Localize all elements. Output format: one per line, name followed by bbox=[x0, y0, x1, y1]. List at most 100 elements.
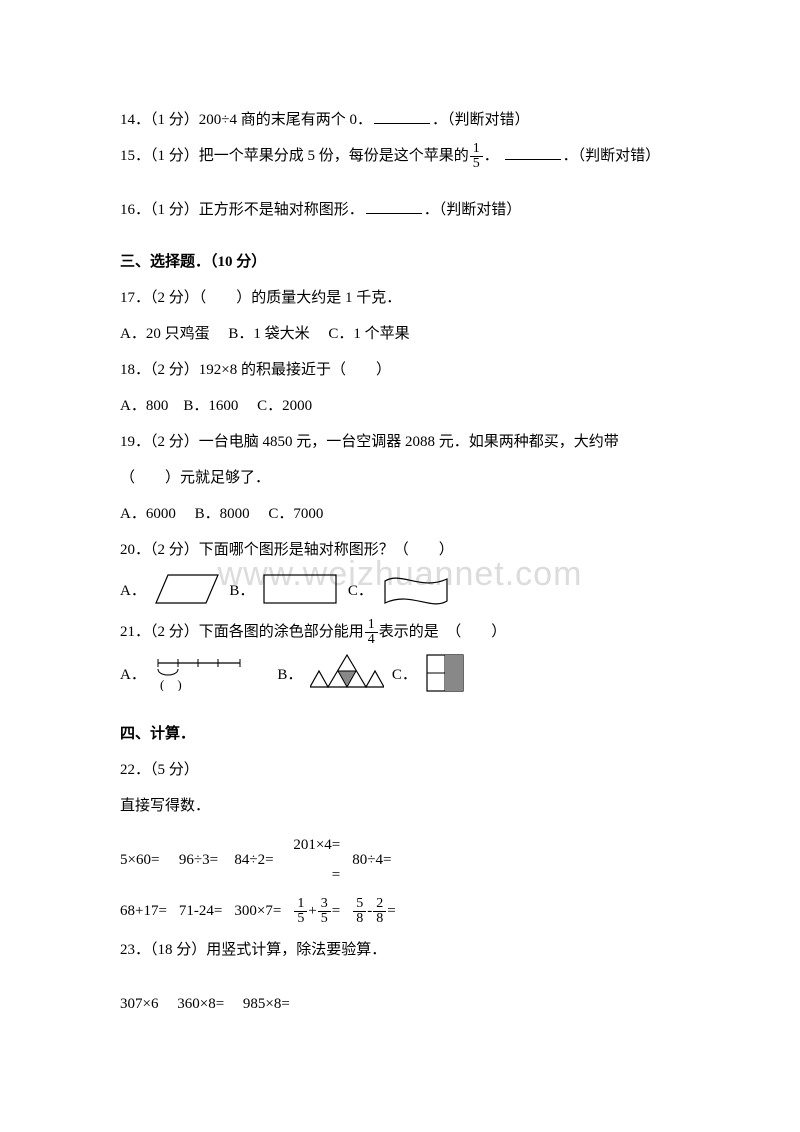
question-15: 15．（1 分）把一个苹果分成 5 份，每份是这个苹果的15． ．（判断对错） bbox=[120, 141, 680, 171]
q19-pts: （2 分） bbox=[150, 434, 199, 450]
q16-blank[interactable] bbox=[366, 199, 422, 214]
q15-tail: ．（判断对错） bbox=[563, 148, 661, 164]
q17-opt-b[interactable]: B．1 袋大米 bbox=[228, 326, 309, 342]
q20-options: A． B． C． bbox=[120, 571, 680, 611]
q14-tail: ．（判断对错） bbox=[432, 112, 530, 128]
question-18: 18．（2 分）192×8 的积最接近于（ ） bbox=[120, 355, 680, 385]
q17-pts: （2 分） bbox=[150, 290, 199, 306]
q19-num: 19． bbox=[120, 434, 150, 450]
q21-options: A． ( ) B． C． bbox=[120, 653, 680, 697]
q21-opt-c[interactable]: C． bbox=[392, 668, 417, 683]
q19-line2: （ ）元就足够了． bbox=[120, 463, 680, 493]
fraction-icon: 15 bbox=[294, 897, 307, 926]
q20-opt-c[interactable]: C． bbox=[348, 584, 373, 599]
q23-pts: （18 分） bbox=[150, 942, 206, 958]
q14-text: 200÷4 商的末尾有两个 0． bbox=[199, 112, 372, 128]
question-22: 22．（5 分） bbox=[120, 755, 680, 785]
q22-sub: 直接写得数． bbox=[120, 791, 680, 821]
q16-pts: （1 分） bbox=[150, 202, 199, 218]
parallelogram-icon bbox=[154, 571, 222, 611]
grid-square-icon bbox=[425, 653, 467, 697]
q15-fraction: 15 bbox=[470, 142, 483, 171]
q22-pts: （5 分） bbox=[150, 762, 199, 778]
wavy-flag-icon bbox=[381, 571, 453, 611]
q14-blank[interactable] bbox=[374, 109, 430, 124]
q17-opt-c[interactable]: C．1 个苹果 bbox=[328, 326, 409, 342]
q19-opt-b[interactable]: B．8000 bbox=[195, 506, 250, 522]
q15-blank[interactable] bbox=[505, 145, 561, 160]
q20-text: 下面哪个图形是轴对称图形？（ ） bbox=[199, 542, 454, 558]
calc-cell: 201×4=201×4= bbox=[293, 827, 352, 893]
q18-pts: （2 分） bbox=[150, 362, 199, 378]
q17-options: A．20 只鸡蛋 B．1 袋大米 C．1 个苹果 bbox=[120, 319, 680, 349]
calc-cell: 15+35= bbox=[293, 893, 352, 929]
calc-cell: 58-28= bbox=[352, 893, 407, 929]
q16-text: 正方形不是轴对称图形． bbox=[199, 202, 364, 218]
calc-cell: 84÷2= bbox=[234, 827, 293, 893]
rectangle-icon bbox=[262, 571, 340, 611]
q18-opt-b[interactable]: B．1600 bbox=[183, 398, 238, 414]
q18-text: 192×8 的积最接近于（ ） bbox=[199, 362, 391, 378]
calc-cell: 80÷4= bbox=[352, 827, 407, 893]
question-17: 17．（2 分）（ ）的质量大约是 1 千克． bbox=[120, 283, 680, 313]
q18-opt-a[interactable]: A．800 bbox=[120, 398, 168, 414]
q21-fraction: 14 bbox=[365, 618, 378, 647]
q18-options: A．800 B．1600 C．2000 bbox=[120, 391, 680, 421]
calc-cell: 96÷3= bbox=[179, 827, 234, 893]
q15-text-b: ． bbox=[484, 148, 499, 164]
q23-item-1: 307×6 bbox=[120, 996, 158, 1012]
q16-num: 16． bbox=[120, 202, 150, 218]
q18-num: 18． bbox=[120, 362, 150, 378]
q21-text-b: 表示的是 （ ） bbox=[379, 624, 507, 640]
q20-opt-a[interactable]: A． bbox=[120, 584, 146, 599]
q19-opt-c[interactable]: C．7000 bbox=[268, 506, 323, 522]
page-content: 14．（1 分）200÷4 商的末尾有两个 0．．（判断对错） 15．（1 分）… bbox=[120, 105, 680, 1019]
q21-opt-b[interactable]: B． bbox=[277, 668, 302, 683]
q21-num: 21． bbox=[120, 624, 150, 640]
q20-pts: （2 分） bbox=[150, 542, 199, 558]
question-21: 21．（2 分）下面各图的涂色部分能用14表示的是 （ ） bbox=[120, 617, 680, 647]
svg-text:( ): ( ) bbox=[160, 677, 182, 691]
q21-opt-a[interactable]: A． bbox=[120, 668, 146, 683]
question-23: 23．（18 分）用竖式计算，除法要验算． bbox=[120, 935, 680, 965]
q23-text: 用竖式计算，除法要验算． bbox=[206, 942, 386, 958]
q17-opt-a[interactable]: A．20 只鸡蛋 bbox=[120, 326, 210, 342]
segment-diagram-icon: ( ) bbox=[154, 655, 244, 695]
question-14: 14．（1 分）200÷4 商的末尾有两个 0． ．（判断对错） bbox=[120, 105, 680, 135]
section-4-heading: 四、计算． bbox=[120, 719, 680, 749]
calc-cell: 71-24= bbox=[179, 893, 234, 929]
q14-pts: （1 分） bbox=[150, 112, 199, 128]
table-row: 5×60= 96÷3= 84÷2= 201×4=201×4= 80÷4= bbox=[120, 827, 408, 893]
q15-text-a: 把一个苹果分成 5 份，每份是这个苹果的 bbox=[199, 148, 469, 164]
q15-pts: （1 分） bbox=[150, 148, 199, 164]
q20-opt-b[interactable]: B． bbox=[229, 584, 254, 599]
calc-cell: 300×7= bbox=[234, 893, 293, 929]
triangles-icon bbox=[310, 653, 384, 697]
question-20: 20．（2 分）下面哪个图形是轴对称图形？（ ） bbox=[120, 535, 680, 565]
question-16: 16．（1 分）正方形不是轴对称图形． ．（判断对错） bbox=[120, 195, 680, 225]
section-3-heading: 三、选择题．（10 分） bbox=[120, 247, 680, 277]
q15-num: 15． bbox=[120, 148, 150, 164]
q23-item-2: 360×8= bbox=[177, 996, 224, 1012]
q23-items: 307×6 360×8= 985×8= bbox=[120, 989, 680, 1019]
fraction-icon: 28 bbox=[373, 897, 386, 926]
q19-opt-a[interactable]: A．6000 bbox=[120, 506, 176, 522]
question-19: 19．（2 分）一台电脑 4850 元，一台空调器 2088 元．如果两种都买，… bbox=[120, 427, 680, 457]
q19-text-a: 一台电脑 4850 元，一台空调器 2088 元．如果两种都买，大约带 bbox=[199, 434, 619, 450]
calc-cell: 5×60= bbox=[120, 827, 179, 893]
fraction-icon: 58 bbox=[353, 897, 366, 926]
q23-num: 23． bbox=[120, 942, 150, 958]
q16-tail: ．（判断对错） bbox=[424, 202, 522, 218]
q19-options: A．6000 B．8000 C．7000 bbox=[120, 499, 680, 529]
q18-opt-c[interactable]: C．2000 bbox=[257, 398, 312, 414]
q17-text: （ ）的质量大约是 1 千克． bbox=[199, 290, 402, 306]
q21-text-a: 下面各图的涂色部分能用 bbox=[199, 624, 364, 640]
q23-item-3: 985×8= bbox=[243, 996, 290, 1012]
q20-num: 20． bbox=[120, 542, 150, 558]
q21-pts: （2 分） bbox=[150, 624, 199, 640]
calc-cell: 68+17= bbox=[120, 893, 179, 929]
table-row: 68+17= 71-24= 300×7= 15+35= 58-28= bbox=[120, 893, 408, 929]
q17-num: 17． bbox=[120, 290, 150, 306]
q14-num: 14． bbox=[120, 112, 150, 128]
q22-num: 22． bbox=[120, 762, 150, 778]
